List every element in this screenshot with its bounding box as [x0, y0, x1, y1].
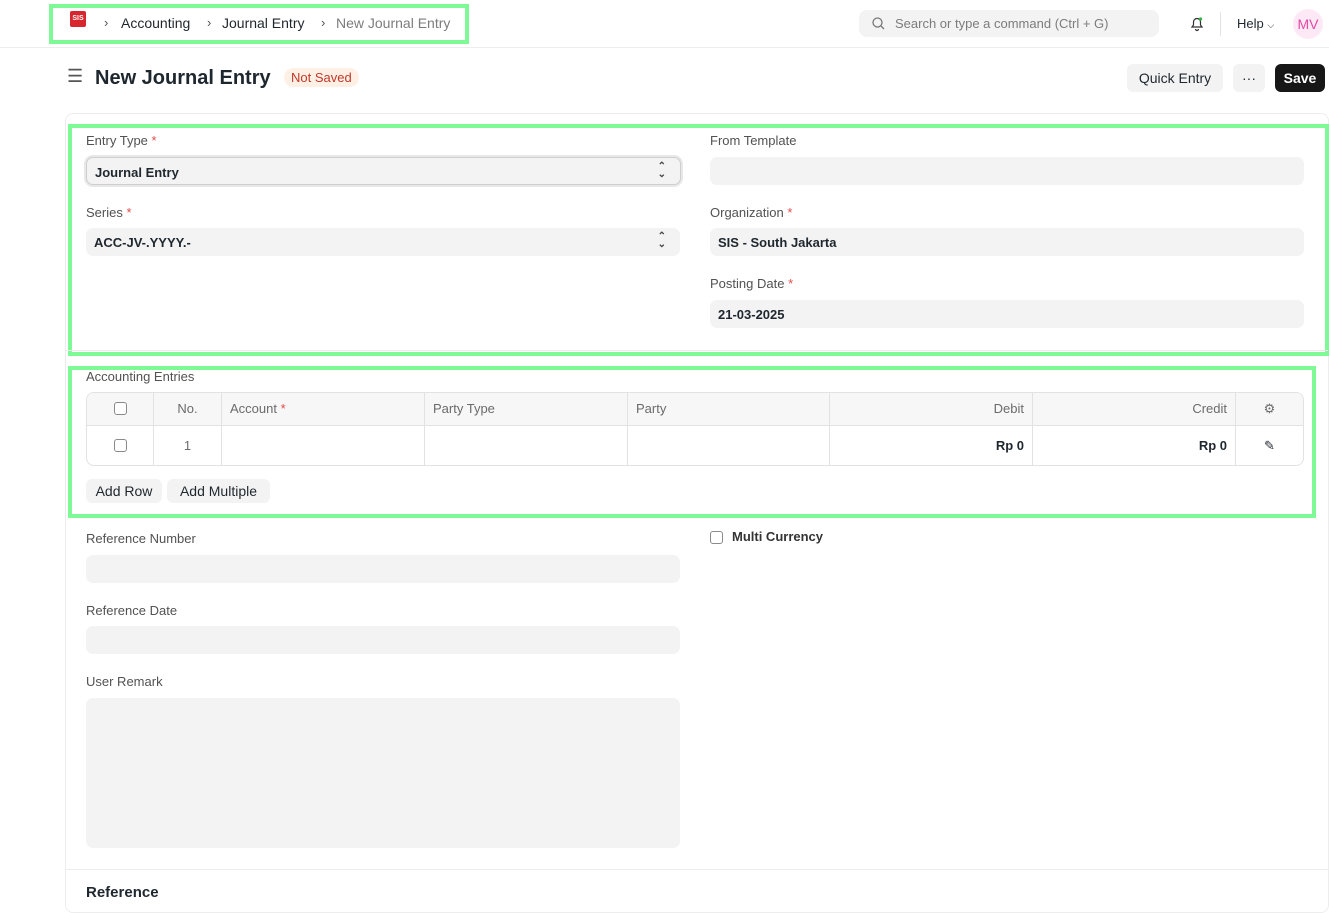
from-template-label: From Template: [710, 133, 797, 148]
cell-credit[interactable]: Rp 0: [1033, 426, 1236, 466]
add-multiple-button[interactable]: Add Multiple: [167, 479, 270, 503]
col-credit: Credit: [1033, 393, 1236, 425]
quick-entry-button[interactable]: Quick Entry: [1127, 64, 1223, 92]
select-arrows-icon: ⌃ ⌄: [657, 231, 666, 250]
cell-no: 1: [154, 426, 222, 466]
user-remark-label: User Remark: [86, 674, 163, 689]
col-debit: Debit: [830, 393, 1033, 425]
avatar[interactable]: MV: [1293, 9, 1323, 39]
add-row-button[interactable]: Add Row: [86, 479, 162, 503]
cell-account[interactable]: [222, 426, 425, 466]
entry-type-select[interactable]: Journal Entry ⌃ ⌄: [86, 157, 681, 185]
logo-image: SIS: [70, 11, 86, 27]
column-settings-icon[interactable]: ⚙: [1236, 393, 1303, 425]
status-badge: Not Saved: [284, 68, 359, 87]
breadcrumb-journal-entry[interactable]: Journal Entry: [222, 15, 305, 31]
breadcrumb-current[interactable]: New Journal Entry: [336, 15, 451, 31]
accounting-entries-table: No. Account * Party Type Party Debit Cre…: [86, 392, 1304, 466]
cell-party-type[interactable]: [425, 426, 628, 466]
section-divider: [66, 350, 1328, 351]
breadcrumb-accounting[interactable]: Accounting: [121, 15, 191, 31]
select-arrows-icon: ⌃ ⌄: [657, 161, 666, 180]
more-actions-button[interactable]: ···: [1233, 64, 1265, 92]
entry-type-label: Entry Type *: [86, 133, 157, 148]
col-no: No.: [154, 393, 222, 425]
app-logo[interactable]: SIS: [68, 11, 88, 35]
row-checkbox[interactable]: [114, 439, 127, 452]
chevron-right-icon: ›: [104, 15, 109, 30]
search-icon: [872, 17, 885, 30]
from-template-input[interactable]: [710, 157, 1304, 185]
cell-party[interactable]: [628, 426, 830, 466]
section-divider: [66, 869, 1328, 870]
organization-input[interactable]: SIS - South Jakarta: [710, 228, 1304, 256]
posting-date-input[interactable]: 21-03-2025: [710, 300, 1304, 328]
series-label: Series *: [86, 205, 132, 220]
help-dropdown[interactable]: Help ⌵: [1237, 16, 1274, 31]
organization-label: Organization *: [710, 205, 793, 220]
select-all-cell: [87, 393, 154, 425]
reference-number-input[interactable]: [86, 555, 680, 583]
sidebar-toggle-icon[interactable]: ☰: [67, 66, 84, 86]
edit-row-icon[interactable]: ✎: [1264, 438, 1275, 453]
reference-section-heading[interactable]: Reference: [86, 884, 159, 901]
bell-icon[interactable]: [1189, 15, 1205, 32]
accounting-entries-label: Accounting Entries: [86, 369, 195, 384]
posting-date-label: Posting Date *: [710, 276, 794, 291]
reference-date-input[interactable]: [86, 626, 680, 654]
search-input[interactable]: Search or type a command (Ctrl + G): [859, 10, 1159, 37]
reference-number-label: Reference Number: [86, 531, 196, 546]
select-all-checkbox[interactable]: [114, 402, 127, 415]
page-title: New Journal Entry: [95, 67, 271, 89]
multi-currency-checkbox[interactable]: [710, 531, 723, 544]
row-select-cell: [87, 426, 154, 466]
multi-currency-label: Multi Currency: [732, 529, 824, 544]
user-remark-textarea[interactable]: [86, 698, 680, 848]
col-party-type: Party Type: [425, 393, 628, 425]
reference-date-label: Reference Date: [86, 603, 178, 618]
chevron-down-icon: ⌵: [1267, 20, 1275, 30]
save-button[interactable]: Save: [1275, 64, 1325, 92]
chevron-right-icon: ›: [321, 15, 326, 30]
divider: [1220, 12, 1221, 36]
chevron-right-icon: ›: [207, 15, 212, 30]
col-account: Account *: [222, 393, 425, 425]
series-select[interactable]: ACC-JV-.YYYY.- ⌃ ⌄: [86, 228, 680, 256]
col-party: Party: [628, 393, 830, 425]
search-placeholder: Search or type a command (Ctrl + G): [895, 16, 1109, 31]
cell-debit[interactable]: Rp 0: [830, 426, 1033, 466]
help-label: Help: [1237, 16, 1264, 31]
